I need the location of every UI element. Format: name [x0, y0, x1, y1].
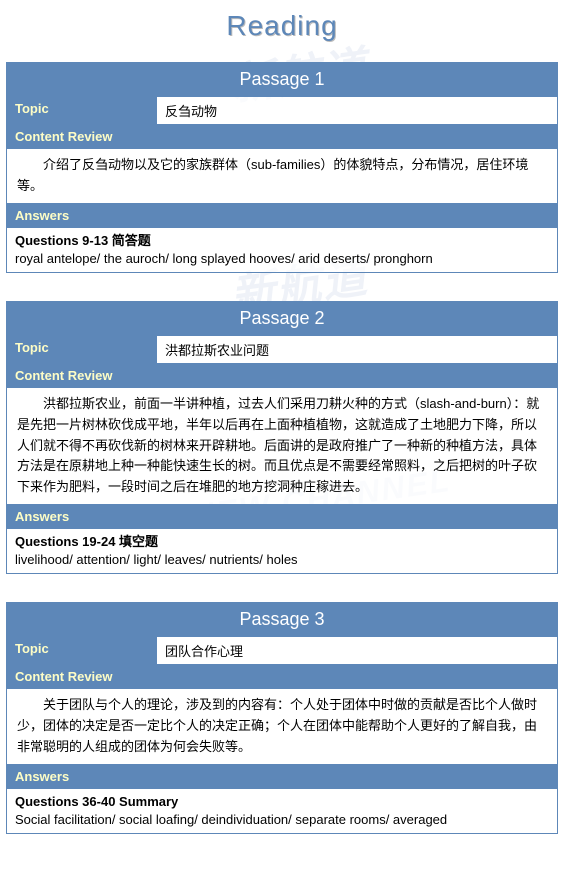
passage-3: Passage 3 Topic 团队合作心理 Content Review 关于… [6, 602, 558, 834]
passage-3-answers-q: Questions 36-40 Summary [15, 793, 549, 811]
passage-1: Passage 1 Topic 反刍动物 Content Review 介绍了反… [6, 62, 558, 273]
passage-3-topic-value: 团队合作心理 [157, 637, 557, 664]
passage-1-content-label: Content Review [7, 125, 557, 148]
passage-1-topic-value: 反刍动物 [157, 97, 557, 124]
passage-1-content-body: 介绍了反刍动物以及它的家族群体（sub-families）的体貌特点，分布情况，… [7, 149, 557, 203]
passage-3-topic-label: Topic [7, 637, 157, 664]
passage-2: Passage 2 Topic 洪都拉斯农业问题 Content Review … [6, 301, 558, 574]
passage-3-answers-label: Answers [7, 765, 557, 788]
passage-2-header: Passage 2 [7, 302, 557, 336]
passage-2-content-label: Content Review [7, 364, 557, 387]
passage-2-content-body: 洪都拉斯农业，前面一半讲种植，过去人们采用刀耕火种的方式（slash-and-b… [7, 388, 557, 504]
passage-3-header: Passage 3 [7, 603, 557, 637]
passage-2-topic-label: Topic [7, 336, 157, 363]
passage-1-answers-q: Questions 9-13 简答题 [15, 232, 549, 250]
passage-1-answers-body: Questions 9-13 简答题 royal antelope/ the a… [7, 228, 557, 272]
passage-3-answers-body: Questions 36-40 Summary Social facilitat… [7, 789, 557, 833]
passage-3-content-label: Content Review [7, 665, 557, 688]
passage-2-topic-value: 洪都拉斯农业问题 [157, 336, 557, 363]
passage-3-answers-text: Social facilitation/ social loafing/ dei… [15, 811, 549, 829]
passage-2-answers-label: Answers [7, 505, 557, 528]
passage-2-answers-text: livelihood/ attention/ light/ leaves/ nu… [15, 551, 549, 569]
passage-2-answers-q: Questions 19-24 填空题 [15, 533, 549, 551]
passage-1-topic-label: Topic [7, 97, 157, 124]
page-title: Reading [6, 10, 558, 42]
passage-2-answers-body: Questions 19-24 填空题 livelihood/ attentio… [7, 529, 557, 573]
passage-1-header: Passage 1 [7, 63, 557, 97]
passage-1-answers-label: Answers [7, 204, 557, 227]
passage-1-answers-text: royal antelope/ the auroch/ long splayed… [15, 250, 549, 268]
